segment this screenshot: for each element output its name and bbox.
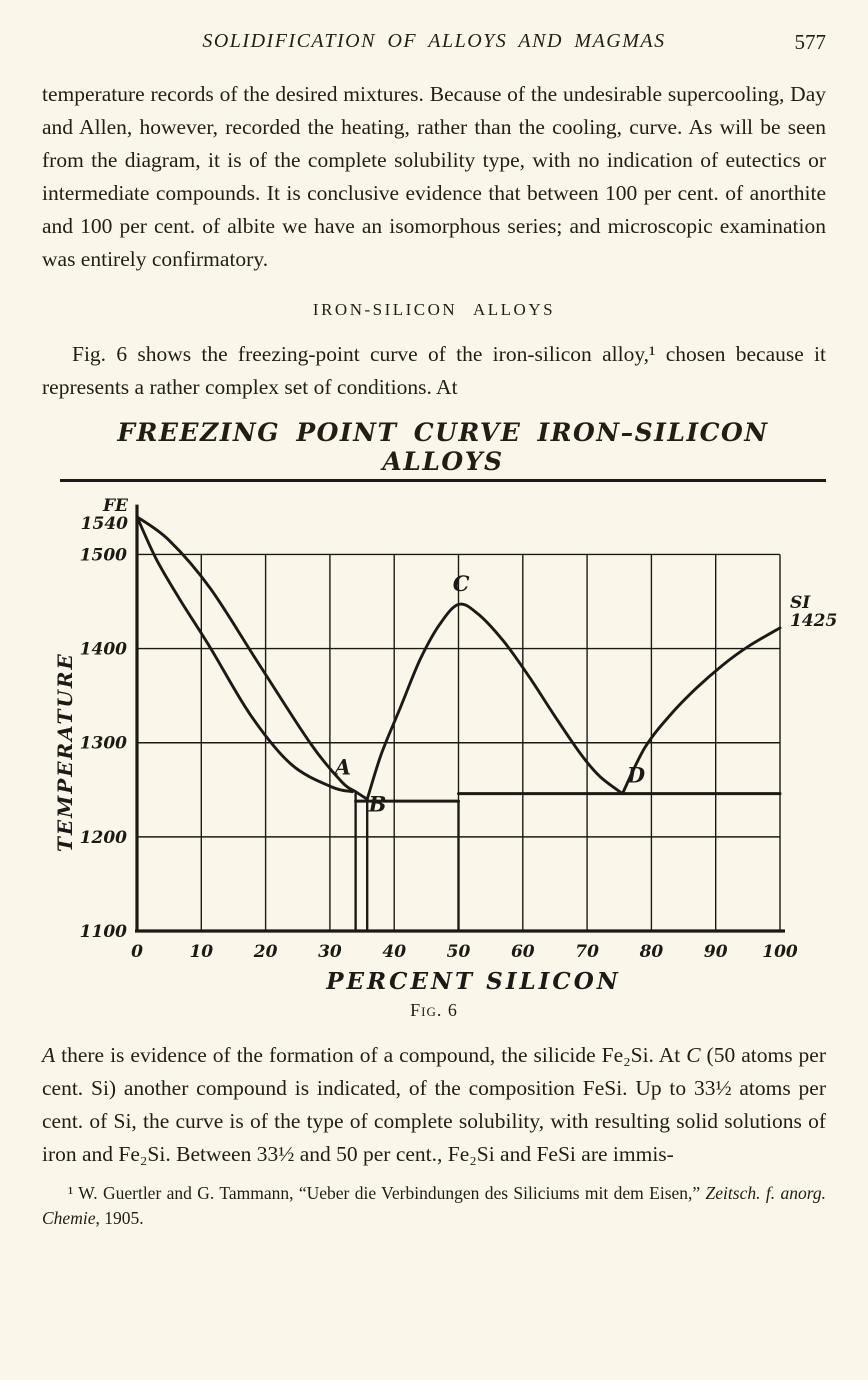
x-tick-label: 0 <box>131 942 143 962</box>
x-tick-label: 30 <box>318 942 342 962</box>
y-tick-label: 1200 <box>80 828 127 848</box>
x-tick-label: 60 <box>511 942 535 962</box>
endpoint-value-SI: 1425 <box>790 611 837 631</box>
paragraph-2: Fig. 6 shows the freezing-point curve of… <box>42 342 826 399</box>
running-title: SOLIDIFICATION OF ALLOYS AND MAGMAS <box>202 30 666 52</box>
series-solidus-iron-branch <box>135 515 354 794</box>
footnote: ¹ W. Guertler and G. Tammann, “Ueber die… <box>42 1183 826 1228</box>
x-tick-label: 80 <box>639 942 664 962</box>
section-heading: IRON-SILICON ALLOYS <box>312 300 556 319</box>
point-label-B: B <box>368 791 387 816</box>
y-tick-label: 1300 <box>80 734 127 754</box>
x-tick-label: 50 <box>447 942 471 962</box>
paragraph-1: temperature records of the desired mixtu… <box>42 82 826 271</box>
page-number: 577 <box>794 30 827 54</box>
y-tick-label: 1400 <box>80 640 127 660</box>
x-tick-label: 20 <box>253 942 278 962</box>
y-axis-title: TEMPERATURE <box>53 652 77 852</box>
series-liquidus-fesi-branch <box>365 602 624 801</box>
point-label-A: A <box>333 755 351 780</box>
page-header: SOLIDIFICATION OF ALLOYS AND MAGMAS 577 <box>42 30 826 60</box>
x-tick-label: 100 <box>762 942 798 962</box>
chart-title-wrap: FREEZING POINT CURVE IRON–SILICON ALLOYS <box>42 418 826 482</box>
endpoint-label-FE: FE <box>102 496 129 516</box>
x-tick-label: 40 <box>382 942 406 962</box>
x-tick-label: 10 <box>189 942 213 962</box>
figure-6: FREEZING POINT CURVE IRON–SILICON ALLOYS… <box>42 418 837 1021</box>
point-label-D: D <box>626 762 646 787</box>
y-tick-label: 1500 <box>80 545 127 565</box>
x-tick-label: 90 <box>704 942 728 962</box>
series-liquidus-iron-branch <box>135 515 369 801</box>
endpoint-value-FE: 1540 <box>81 514 128 534</box>
y-tick-label: 1100 <box>80 922 127 942</box>
series-liquidus-silicon-branch <box>621 626 782 796</box>
endpoint-label-SI: SI <box>790 593 811 613</box>
point-label-C: C <box>453 571 470 596</box>
chart-title: FREEZING POINT CURVE IRON–SILICON ALLOYS <box>60 418 826 482</box>
x-tick-label: 70 <box>575 942 599 962</box>
freezing-point-chart: 0 10 20 30 40 50 60 70 80 90 100 1100 1200 1300 1400 15… <box>53 496 837 995</box>
x-axis-title: PERCENT SILICON <box>325 968 621 995</box>
paragraph-3: A there is evidence of the formation of … <box>42 1043 826 1166</box>
figure-caption: Fig. 6 <box>410 1000 458 1020</box>
